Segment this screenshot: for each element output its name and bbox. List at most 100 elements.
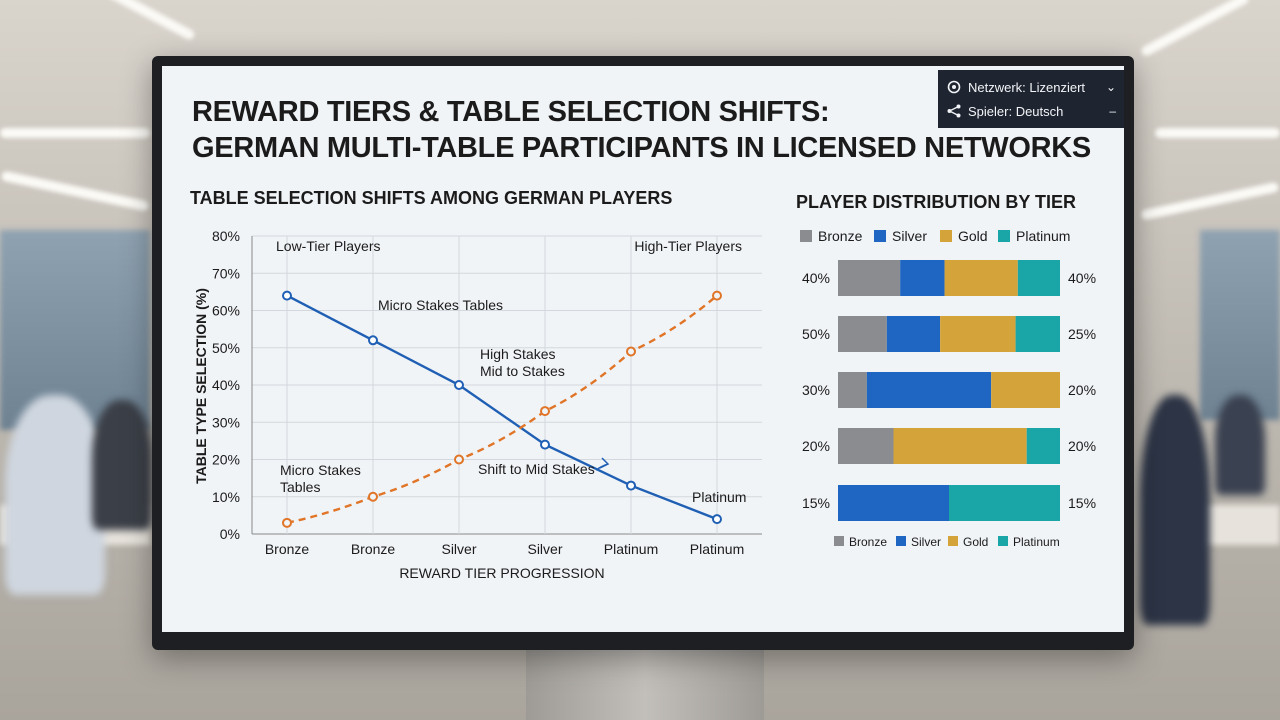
bar-segment-gold [944,260,1018,296]
data-point-low-tier-players [626,480,636,491]
annotation-low-tier: Low-Tier Players [276,238,381,254]
line-chart-title: TABLE SELECTION SHIFTS AMONG GERMAN PLAY… [190,188,673,208]
annotation-platinum: Platinum [692,489,746,505]
bar-left-label: 20% [802,438,830,454]
person [5,395,105,595]
bar-right-label: 20% [1068,438,1096,454]
minimize-icon[interactable]: – [1109,104,1116,118]
x-tick-label: Silver [441,541,476,557]
legend-swatch-platinum [998,230,1010,242]
annotation-arrow [595,457,610,471]
bar-chart-legend-top: Bronze Silver Gold Platinum [800,228,1070,244]
bar-segment-platinum [1017,260,1060,296]
legend-label-bronze: Bronze [849,535,887,549]
bar-segment-silver [886,316,941,352]
y-tick-label: 10% [212,489,240,505]
ceiling-light [1155,128,1280,138]
data-point-low-tier-players [454,380,464,390]
y-tick-label: 30% [212,414,240,430]
legend-label-platinum: Platinum [1016,228,1070,244]
line-chart-series [282,290,722,528]
data-point-high-tier-players [626,346,636,357]
bar-segment-bronze [838,372,867,408]
legend-label-gold: Gold [958,228,988,244]
bar-right-label: 15% [1068,495,1096,511]
bar-segment-silver [866,372,992,408]
bar-segment-silver [838,485,949,521]
legend-swatch-platinum [998,536,1008,546]
y-tick-label: 80% [212,228,240,244]
bar-segment-bronze [838,260,901,296]
data-point-low-tier-players [540,439,550,450]
share-nodes-icon [947,104,961,118]
bar-segment-gold [991,372,1060,408]
legend-swatch-silver [874,230,886,242]
line-chart: 0% 10% 20% 30% 40% 50% 60% 70% 80% Bronze Bronze S… [193,228,762,581]
legend-swatch-bronze [800,230,812,242]
bar-segment-platinum [949,485,1060,521]
bar-segment-gold [893,428,1027,464]
x-axis-label: REWARD TIER PROGRESSION [399,565,604,581]
line-chart-x-ticks: Bronze Bronze Silver Silver Platinum Platinum [265,541,744,557]
bar-right-label: 20% [1068,382,1096,398]
ceiling-light [1139,0,1251,58]
page-title-line-1: REWARD TIERS & TABLE SELECTION SHIFTS: [192,96,830,128]
legend-label-bronze: Bronze [818,228,863,244]
window [0,230,150,430]
network-icon [947,80,961,94]
legend-swatch-gold [948,536,958,546]
data-point-high-tier-players [540,406,550,417]
y-tick-label: 0% [220,526,240,542]
bar-left-label: 30% [802,382,830,398]
monitor-screen: REWARD TIERS & TABLE SELECTION SHIFTS: G… [162,66,1124,632]
series-line-high-tier-players [286,294,718,524]
y-axis-label: TABLE TYPE SELECTION (%) [193,288,209,484]
legend-swatch-silver [896,536,906,546]
bar-right-label: 25% [1068,326,1096,342]
bar-chart-title: PLAYER DISTRIBUTION BY TIER [796,192,1077,212]
y-tick-label: 40% [212,377,240,393]
annotation-high-tier: High-Tier Players [634,238,742,254]
bar-chart-bars [838,260,1060,521]
annotation-shift-to-mid-stakes: Shift to Mid Stakes [478,461,595,477]
bar-chart-right-labels: 40% 25% 20% 20% 15% [1068,270,1096,511]
y-tick-label: 20% [212,452,240,468]
bar-left-label: 40% [802,270,830,286]
bar-segment-bronze [838,316,887,352]
bar-chart-legend-bottom: Bronze Silver Gold Platinum [834,535,1060,549]
chevron-down-icon[interactable]: ⌄ [1105,80,1116,94]
player-filter[interactable]: Spieler: Deutsch – [946,100,1116,122]
monitor-stand [526,650,764,720]
bar-segment-bronze [838,428,894,464]
ceiling-light [0,128,150,138]
annotation-tables: Tables [280,479,320,495]
y-tick-label: 60% [212,303,240,319]
page-title-line-2: GERMAN MULTI-TABLE PARTICIPANTS IN LICEN… [192,132,1091,164]
bar-left-label: 50% [802,326,830,342]
ceiling-light [0,170,150,212]
data-point-high-tier-players [454,454,464,465]
data-point-high-tier-players [282,517,292,528]
network-filter[interactable]: Netzwerk: Lizenziert ⌄ [946,76,1116,98]
legend-swatch-gold [940,230,952,242]
bar-right-label: 40% [1068,270,1096,286]
data-point-high-tier-players [712,290,722,301]
player-filter-label: Spieler: Deutsch [968,103,1064,119]
ceiling-light [94,0,196,42]
person [1215,395,1265,495]
monitor: REWARD TIERS & TABLE SELECTION SHIFTS: G… [152,56,1134,650]
series-line-low-tier-players [286,294,718,521]
legend-label-platinum: Platinum [1013,535,1060,549]
legend-label-silver: Silver [911,535,941,549]
line-chart-grid [251,235,762,535]
data-point-low-tier-players [712,514,722,525]
person [92,400,152,530]
x-tick-label: Silver [527,541,562,557]
y-tick-label: 50% [212,340,240,356]
status-panel: Netzwerk: Lizenziert ⌄ Spieler: Deutsch … [938,70,1124,128]
bar-segment-silver [900,260,945,296]
legend-label-silver: Silver [892,228,927,244]
person [1140,395,1210,625]
x-tick-label: Bronze [265,541,310,557]
data-point-low-tier-players [368,335,378,346]
